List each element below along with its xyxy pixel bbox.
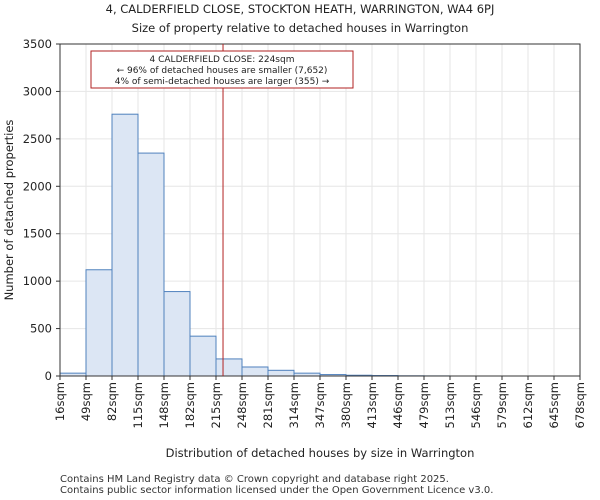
- x-tick-label: 281sqm: [261, 382, 275, 428]
- footer-line1: Contains HM Land Registry data © Crown c…: [60, 474, 449, 485]
- x-tick-label: 115sqm: [131, 382, 145, 428]
- bar-281sqm: [267, 369, 295, 377]
- annotation-border: [90, 50, 354, 89]
- x-tick-label: 413sqm: [365, 382, 379, 428]
- bar-215sqm: [215, 358, 243, 377]
- x-tick-label: 513sqm: [443, 382, 457, 428]
- x-tick-label: 314sqm: [287, 382, 301, 428]
- x-tick-label: 479sqm: [417, 382, 431, 428]
- x-tick-labels: 16sqm 49sqm 82sqm 115sqm 148sqm 182sqm 215sqm 2…: [53, 376, 587, 428]
- x-tick-label: 645sqm: [547, 382, 561, 428]
- x-tick-label: 215sqm: [209, 382, 223, 428]
- bars: [59, 113, 451, 377]
- y-tick-label: 2500: [23, 132, 52, 146]
- y-tick-label: 500: [30, 322, 52, 336]
- annotation-line3: 4% of semi-detached houses are larger (3…: [115, 77, 330, 87]
- x-tick-label: 546sqm: [469, 382, 483, 428]
- x-tick-label: 579sqm: [495, 382, 509, 428]
- y-tick-label: 1000: [23, 274, 52, 288]
- annotation-line2: ← 96% of detached houses are smaller (7,…: [117, 66, 328, 76]
- x-tick-label: 82sqm: [105, 382, 119, 421]
- x-tick-label: 49sqm: [79, 382, 93, 421]
- y-tick-label: 3000: [23, 84, 52, 98]
- x-tick-label: 612sqm: [521, 382, 535, 428]
- annotation-box: 4 CALDERFIELD CLOSE: 224sqm ← 96% of det…: [90, 50, 354, 89]
- x-tick-label: 678sqm: [573, 382, 587, 428]
- y-tick-label: 0: [45, 369, 52, 383]
- x-tick-label: 248sqm: [235, 382, 249, 428]
- bar-82sqm: [111, 113, 139, 377]
- footer-line2: Contains public sector information licen…: [60, 485, 494, 496]
- chart-title-line1: 4, CALDERFIELD CLOSE, STOCKTON HEATH, WA…: [106, 2, 495, 16]
- bar-182sqm: [189, 335, 217, 377]
- x-tick-label: 148sqm: [157, 382, 171, 428]
- x-tick-label: 380sqm: [339, 382, 353, 428]
- bar-49sqm: [85, 269, 113, 377]
- y-tick-label: 3500: [23, 37, 52, 51]
- chart-title-line2: Size of property relative to detached ho…: [132, 21, 469, 35]
- y-axis-label: Number of detached properties: [2, 120, 16, 301]
- bar-248sqm: [241, 366, 269, 377]
- x-axis-label: Distribution of detached houses by size …: [166, 446, 475, 460]
- y-tick-labels: 0 500 1000 1500 2000 2500 3000 3500: [23, 37, 60, 383]
- x-tick-label: 446sqm: [391, 382, 405, 428]
- x-tick-label: 182sqm: [183, 382, 197, 428]
- y-tick-label: 1500: [23, 227, 52, 241]
- bar-148sqm: [163, 291, 191, 377]
- y-tick-label: 2000: [23, 179, 52, 193]
- bar-115sqm: [137, 152, 165, 377]
- x-tick-label: 16sqm: [53, 382, 67, 421]
- annotation-line1: 4 CALDERFIELD CLOSE: 224sqm: [150, 55, 295, 65]
- x-tick-label: 347sqm: [313, 382, 327, 428]
